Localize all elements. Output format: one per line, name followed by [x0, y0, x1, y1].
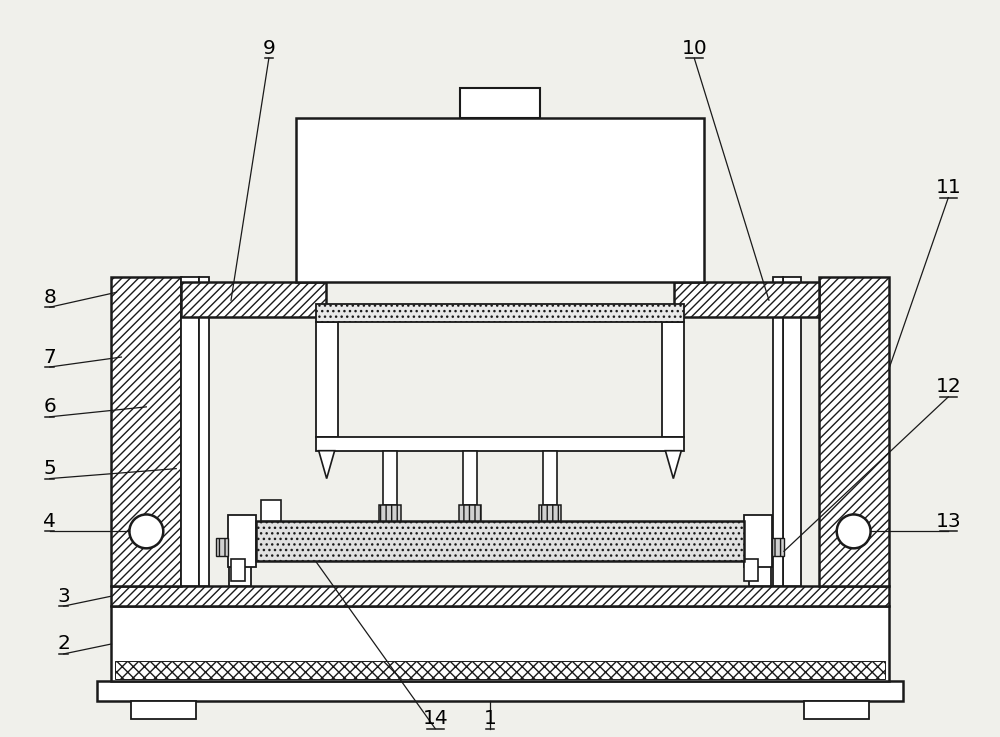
- Bar: [97, 681, 903, 701]
- Bar: [261, 500, 281, 521]
- Bar: [111, 586, 889, 606]
- Polygon shape: [319, 451, 335, 478]
- Bar: [744, 515, 772, 567]
- Bar: [296, 118, 704, 282]
- Bar: [383, 451, 397, 506]
- Bar: [115, 661, 885, 679]
- Bar: [463, 451, 477, 506]
- Text: 12: 12: [935, 377, 961, 397]
- Circle shape: [129, 514, 163, 548]
- Circle shape: [837, 514, 871, 548]
- Bar: [662, 322, 684, 437]
- Bar: [316, 304, 684, 322]
- Text: 3: 3: [57, 587, 70, 606]
- Text: 13: 13: [935, 512, 961, 531]
- Bar: [199, 277, 209, 586]
- Text: 8: 8: [43, 287, 56, 307]
- Text: 11: 11: [935, 178, 961, 198]
- Text: 6: 6: [43, 397, 56, 416]
- Bar: [749, 521, 771, 586]
- Bar: [131, 701, 196, 719]
- Bar: [111, 277, 181, 586]
- Bar: [216, 538, 228, 556]
- Bar: [181, 277, 199, 586]
- Text: 10: 10: [681, 39, 707, 57]
- Bar: [819, 277, 889, 586]
- Bar: [539, 506, 561, 521]
- Text: 5: 5: [43, 459, 56, 478]
- Bar: [228, 515, 256, 567]
- Text: 1: 1: [484, 709, 496, 728]
- Bar: [460, 88, 540, 118]
- Bar: [459, 506, 481, 521]
- Bar: [783, 277, 801, 586]
- Bar: [256, 521, 744, 562]
- Bar: [804, 701, 869, 719]
- Bar: [181, 282, 326, 317]
- Text: 7: 7: [43, 348, 56, 366]
- Bar: [674, 282, 819, 317]
- Text: 2: 2: [57, 635, 70, 654]
- Bar: [543, 451, 557, 506]
- Text: 14: 14: [422, 709, 448, 728]
- Bar: [231, 559, 245, 581]
- Bar: [316, 437, 684, 451]
- Polygon shape: [665, 451, 681, 478]
- Text: 4: 4: [43, 512, 56, 531]
- Bar: [773, 277, 783, 586]
- Bar: [379, 506, 401, 521]
- Bar: [772, 538, 784, 556]
- Bar: [316, 322, 338, 437]
- Text: 9: 9: [262, 39, 275, 57]
- Bar: [229, 521, 251, 586]
- Bar: [111, 606, 889, 681]
- Bar: [744, 559, 758, 581]
